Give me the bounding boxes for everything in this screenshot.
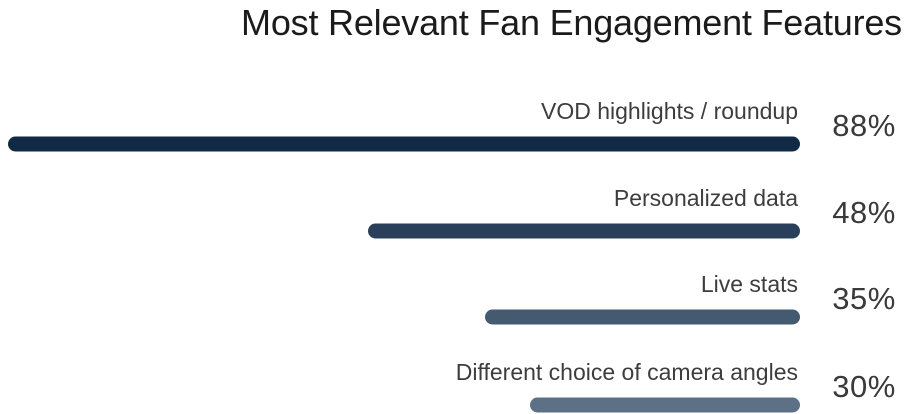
value-label-3: 35% [832, 281, 896, 316]
bar-1 [8, 136, 800, 152]
bar-3 [485, 309, 800, 325]
bar-2 [368, 223, 800, 239]
category-label-4: Different choice of camera angles [456, 359, 798, 385]
category-label-2: Personalized data [614, 185, 798, 211]
bar-4 [530, 397, 800, 413]
category-label-1: VOD highlights / roundup [541, 98, 798, 124]
category-label-3: Live stats [701, 271, 798, 297]
value-label-1: 88% [832, 108, 896, 143]
value-label-2: 48% [832, 195, 896, 230]
chart-title: Most Relevant Fan Engagement Features [241, 2, 902, 43]
value-label-4: 30% [832, 369, 896, 404]
